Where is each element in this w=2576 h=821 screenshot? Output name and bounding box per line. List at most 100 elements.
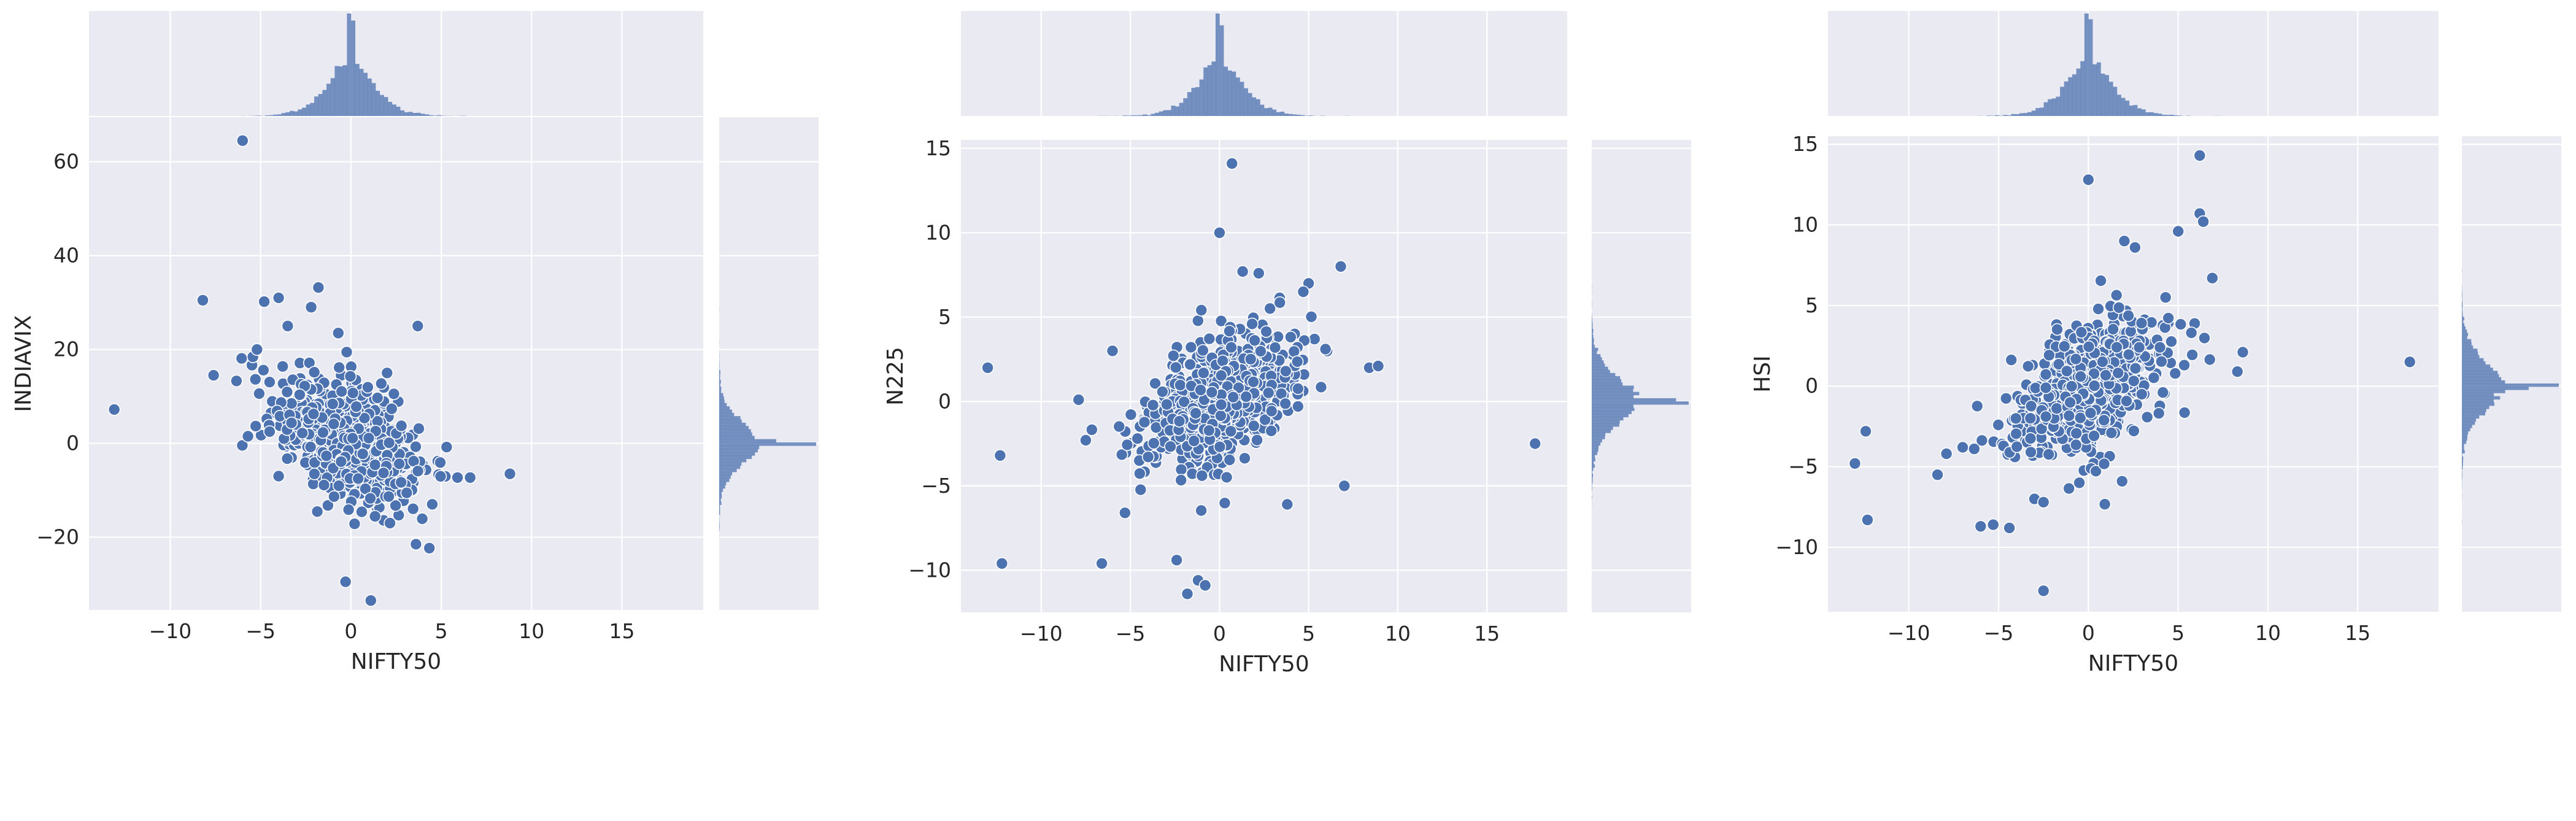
histogram-bar — [1994, 115, 1999, 116]
scatter-point — [1174, 379, 1187, 391]
y-tick-label: 15 — [925, 136, 951, 160]
histogram-bar — [2462, 320, 2464, 324]
scatter-point — [1197, 344, 1209, 357]
histogram-bar — [719, 396, 724, 400]
scatter-point — [1974, 520, 1988, 533]
scatter-point — [382, 436, 396, 449]
histogram-bar — [1235, 77, 1240, 116]
histogram-bar — [719, 412, 735, 417]
histogram-bar — [2462, 380, 2505, 384]
histogram-bar — [400, 110, 405, 116]
histogram-bar — [719, 376, 720, 380]
histogram-bar — [433, 115, 438, 116]
histogram-bar — [719, 370, 720, 374]
right-marginal-histogram — [719, 307, 816, 538]
histogram-bar — [2100, 74, 2105, 116]
scatter-point — [2062, 409, 2076, 422]
histogram-bar — [2153, 113, 2158, 116]
scatter-point — [362, 431, 376, 445]
scatter-point — [1072, 393, 1086, 406]
histogram-bar — [1240, 82, 1244, 116]
scatter-point — [2024, 445, 2037, 459]
scatter-point — [2185, 326, 2198, 339]
histogram-bar — [334, 66, 339, 116]
histogram-bar — [2462, 441, 2467, 444]
histogram-bar — [719, 449, 758, 453]
histogram-bar — [1203, 67, 1208, 116]
histogram-bar — [719, 439, 776, 443]
histogram-bar — [2462, 403, 2495, 406]
scatter-point — [2107, 323, 2119, 336]
scatter-point — [350, 400, 363, 414]
histogram-bar — [1151, 114, 1155, 116]
scatter-point — [2097, 414, 2110, 427]
histogram-bar — [1592, 347, 1598, 352]
histogram-bar — [1244, 88, 1248, 116]
scatter-point — [307, 407, 320, 421]
scatter-point — [2042, 448, 2055, 461]
scatter-point — [368, 510, 382, 523]
right-marginal-background — [719, 117, 819, 610]
histogram-bar — [1592, 385, 1634, 389]
histogram-bar — [2023, 113, 2028, 116]
histogram-bar — [412, 113, 417, 116]
histogram-bar — [1592, 391, 1640, 396]
histogram-bar — [425, 114, 430, 116]
scatter-point — [1999, 391, 2013, 405]
scatter-point — [1247, 376, 1260, 388]
scatter-point — [207, 369, 220, 382]
scatter-point — [1120, 438, 1134, 452]
scatter-point — [241, 430, 255, 443]
scatter-point — [1305, 310, 1318, 323]
histogram-bar — [719, 442, 816, 446]
histogram-bar — [1138, 115, 1143, 116]
y-tick-label: 60 — [53, 150, 79, 174]
histogram-bar — [2027, 112, 2032, 116]
scatter-point — [2127, 374, 2140, 388]
histogram-bar — [2462, 342, 2472, 346]
scatter-point — [2140, 410, 2154, 424]
histogram-bar — [2068, 77, 2073, 116]
histogram-bar — [1592, 332, 1593, 336]
scatter-point — [2009, 412, 2023, 425]
histogram-bar — [719, 508, 720, 512]
histogram-bar — [2003, 115, 2008, 116]
scatter-point — [1248, 334, 1261, 347]
histogram-bar — [1592, 344, 1595, 349]
histogram-bar — [719, 475, 731, 479]
histogram-bar — [306, 104, 310, 116]
histogram-bar — [1592, 360, 1604, 364]
histogram-bar — [367, 78, 372, 116]
histogram-bar — [2462, 444, 2464, 447]
histogram-bar — [2462, 361, 2486, 365]
histogram-bar — [2031, 110, 2036, 116]
scatter-point — [2110, 341, 2123, 354]
histogram-bar — [719, 436, 755, 439]
scatter-point — [1178, 395, 1190, 409]
scatter-point — [1181, 587, 1194, 601]
histogram-bar — [1592, 436, 1605, 439]
histogram-bar — [719, 498, 721, 502]
top-marginal-histogram — [240, 13, 466, 117]
scatter-point — [1970, 399, 1984, 413]
scatter-point — [285, 416, 298, 430]
histogram-bar — [351, 20, 356, 117]
scatter-point — [995, 557, 1009, 570]
scatter-point — [317, 479, 331, 491]
histogram-bar — [2462, 460, 2463, 463]
scatter-point — [333, 361, 346, 374]
x-tick-label: 10 — [519, 619, 544, 643]
scatter-point — [2206, 271, 2219, 285]
histogram-bar — [719, 458, 747, 463]
scatter-point — [2135, 388, 2148, 401]
y-tick-label: −5 — [1788, 455, 1818, 479]
scatter-point — [327, 417, 341, 431]
histogram-bar — [2170, 114, 2175, 116]
scatter-point — [364, 491, 377, 505]
scatter-point — [993, 449, 1007, 462]
histogram-bar — [293, 111, 298, 116]
scatter-point — [1214, 369, 1228, 382]
scatter-point — [1244, 352, 1257, 366]
histogram-bar — [2462, 339, 2472, 343]
histogram-bar — [2145, 112, 2150, 116]
